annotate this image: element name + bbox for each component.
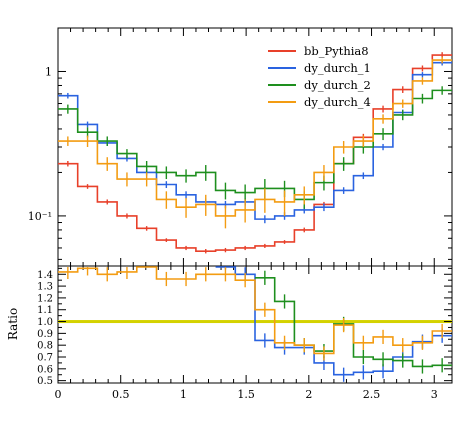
ratio-y-tick-label: 1.3	[37, 282, 53, 293]
ratio-axis-label: Ratio	[6, 308, 20, 340]
ratio-frame	[57, 265, 453, 384]
ratio-y-tick-label: 1.0	[37, 317, 53, 328]
series-line-dy_durch_2	[58, 89, 452, 201]
main-panel: 1 10⁻¹	[28, 27, 453, 267]
x-tick-label: 3	[431, 388, 438, 401]
ratio-y-tick-label: 0.9	[37, 329, 53, 340]
ratio-y-tick-label: 1.2	[37, 293, 53, 304]
legend-entry-dy_durch_4: dy_durch_4	[304, 95, 371, 109]
ratio-y-tick-label: 1.1	[37, 305, 53, 316]
ratio-y-tick-label: 0.5	[37, 376, 53, 387]
ratio-y-tick-label: 1.4	[37, 270, 53, 281]
ratio-y-tick-label: 0.6	[37, 364, 53, 375]
x-tick-label: 2.5	[363, 388, 381, 401]
x-tick-label: 0	[55, 388, 62, 401]
ratio-line-dy_durch_1	[215, 266, 452, 376]
legend-entry-bb_Pythia8: bb_Pythia8	[304, 44, 369, 58]
legend-entry-dy_durch_1: dy_durch_1	[304, 61, 371, 75]
ratio-y-tick-label: 0.7	[37, 353, 53, 364]
x-tick-label: 2	[305, 388, 312, 401]
x-tick-label: 1	[180, 388, 187, 401]
legend-entry-dy_durch_2: dy_durch_2	[304, 78, 371, 92]
y-tick-label: 1	[45, 65, 52, 78]
y-tick-label: 10⁻¹	[28, 210, 52, 223]
x-tick-label: 0.5	[112, 388, 130, 401]
ratio-panel: 0.50.60.70.80.91.01.11.21.31.40 0.5 1 1.5 2 2…	[37, 265, 453, 401]
legend: bb_Pythia8 dy_durch_1 dy_durch_2 dy_durch_4	[268, 44, 371, 109]
x-tick-label: 1.5	[237, 388, 255, 401]
ratio-y-tick-label: 0.8	[37, 341, 53, 352]
